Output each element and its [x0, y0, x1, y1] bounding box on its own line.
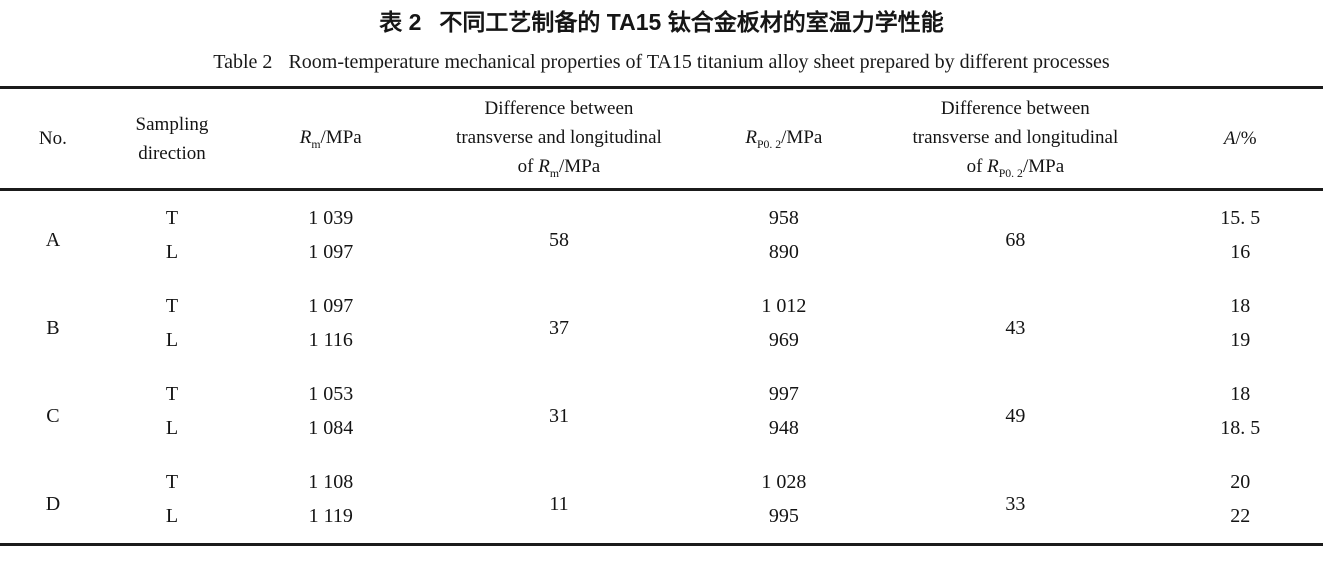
- cell-rm: 1 097: [308, 241, 354, 263]
- table-title-english-text: Room-temperature mechanical properties o…: [288, 51, 1110, 73]
- table-body: A T 1 039 58 958 68 15. 5 L 1 097 890 16…: [0, 190, 1323, 545]
- table-header: No. Sampling direction Rm/MPa Difference…: [0, 88, 1323, 190]
- cell-direction: L: [165, 505, 179, 527]
- table-row: L 1 097 890 16: [0, 235, 1323, 279]
- table-number-chinese: 表 2: [379, 9, 422, 35]
- table-row: L 1 084 948 18. 5: [0, 411, 1323, 455]
- cell-rp02: 948: [768, 417, 799, 439]
- cell-rp02: 890: [768, 241, 799, 263]
- cell-elongation: 15. 5: [1220, 207, 1261, 229]
- cell-no: D: [45, 493, 61, 515]
- cell-no: C: [46, 405, 60, 427]
- table-title-english: Table 2 Room-temperature mechanical prope…: [0, 49, 1323, 75]
- header-no: No.: [38, 128, 67, 149]
- header-row: No. Sampling direction Rm/MPa Difference…: [0, 88, 1323, 190]
- cell-diff-rp02: 33: [1005, 493, 1026, 515]
- header-diff-rp02: Difference between transverse and longit…: [912, 98, 1119, 181]
- cell-elongation: 18: [1230, 295, 1251, 317]
- header-rm: Rm/MPa: [299, 127, 362, 152]
- properties-table: No. Sampling direction Rm/MPa Difference…: [0, 86, 1323, 546]
- table-row: L 1 116 969 19: [0, 323, 1323, 367]
- cell-elongation: 16: [1230, 241, 1251, 263]
- cell-rm: 1 108: [308, 471, 354, 493]
- header-sampling-direction: Sampling direction: [135, 113, 209, 164]
- cell-elongation: 18. 5: [1220, 417, 1261, 439]
- cell-rm: 1 116: [308, 329, 353, 351]
- table-row: C T 1 053 31 997 49 18: [0, 367, 1323, 427]
- table-title-chinese: 表 2 不同工艺制备的 TA15 钛合金板材的室温力学性能: [0, 0, 1323, 37]
- cell-rm: 1 084: [308, 417, 354, 439]
- cell-diff-rm: 31: [548, 405, 569, 427]
- cell-direction: L: [165, 417, 179, 439]
- table-row: B T 1 097 37 1 012 43 18: [0, 279, 1323, 339]
- cell-direction: L: [165, 329, 179, 351]
- cell-elongation: 20: [1230, 471, 1251, 493]
- cell-rp02: 995: [768, 505, 799, 527]
- cell-elongation: 19: [1230, 329, 1251, 351]
- cell-rp02: 997: [768, 383, 799, 405]
- cell-elongation: 18: [1230, 383, 1251, 405]
- header-elongation: A/%: [1223, 128, 1257, 149]
- cell-diff-rm: 11: [549, 493, 569, 515]
- cell-direction: T: [165, 383, 179, 405]
- header-diff-rm: Difference between transverse and longit…: [456, 98, 662, 181]
- table-number-english: Table 2: [213, 51, 273, 73]
- header-rp02: RP0. 2/MPa: [745, 127, 823, 152]
- cell-direction: T: [165, 207, 179, 229]
- cell-rp02: 958: [768, 207, 799, 229]
- table-title-chinese-text: 不同工艺制备的 TA15 钛合金板材的室温力学性能: [439, 9, 944, 35]
- table-row: L 1 119 995 22: [0, 499, 1323, 545]
- cell-rp02: 969: [768, 329, 799, 351]
- cell-rp02: 1 028: [761, 471, 807, 493]
- cell-no: A: [45, 229, 61, 251]
- cell-direction: T: [165, 471, 179, 493]
- cell-direction: L: [165, 241, 179, 263]
- cell-diff-rp02: 68: [1005, 229, 1026, 251]
- table-row: D T 1 108 11 1 028 33 20: [0, 455, 1323, 515]
- cell-diff-rp02: 43: [1005, 317, 1026, 339]
- cell-elongation: 22: [1230, 505, 1251, 527]
- cell-rm: 1 039: [308, 207, 354, 229]
- cell-rp02: 1 012: [761, 295, 807, 317]
- table-row: A T 1 039 58 958 68 15. 5: [0, 190, 1323, 251]
- cell-no: B: [46, 317, 60, 339]
- cell-diff-rp02: 49: [1005, 405, 1026, 427]
- cell-rm: 1 097: [308, 295, 354, 317]
- cell-rm: 1 119: [308, 505, 353, 527]
- cell-diff-rm: 37: [548, 317, 569, 339]
- cell-direction: T: [165, 295, 179, 317]
- cell-diff-rm: 58: [548, 229, 569, 251]
- cell-rm: 1 053: [308, 383, 354, 405]
